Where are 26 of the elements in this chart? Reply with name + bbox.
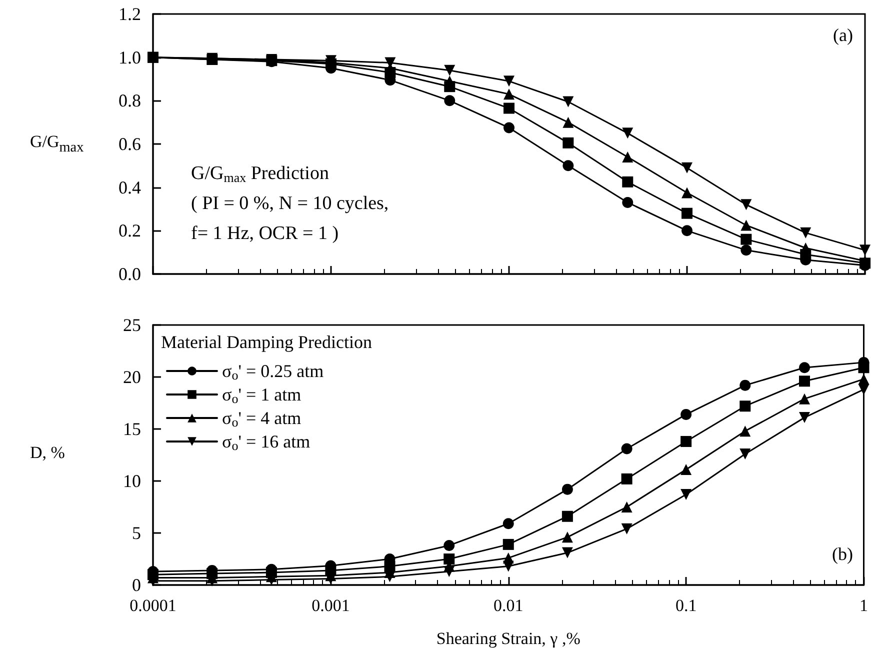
y-tick-label: 1.0: [118, 47, 141, 68]
x-tick-label: 0.1: [675, 596, 697, 615]
annotation: (a): [833, 25, 854, 45]
y-tick-label: 0.6: [118, 134, 141, 154]
annotation: f= 1 Hz, OCR = 1 ): [191, 223, 339, 244]
y-tick-label: 20: [123, 367, 141, 387]
x-tick-label: 0.01: [494, 596, 524, 615]
y-tick-label: 10: [123, 471, 141, 491]
annotation: ( PI = 0 %, N = 10 cycles,: [191, 193, 389, 214]
y-axis-title: G/G$_{max}$: [30, 132, 84, 156]
y-tick-label: 0.0: [118, 264, 141, 284]
x-tick-label: 0.001: [312, 596, 350, 615]
y-tick-label: 0.8: [118, 90, 141, 111]
y-tick-label: 0.2: [118, 220, 141, 241]
y-tick-label: 1.2: [118, 4, 141, 24]
x-axis-title: Shearing Strain, γ ,%: [436, 629, 580, 648]
y-tick-label: 0.4: [118, 177, 141, 198]
annotation: (b): [832, 544, 854, 564]
x-tick-label: 1: [860, 596, 868, 615]
x-tick-label: 0.0001: [130, 596, 176, 615]
y-tick-label: 5: [132, 523, 141, 543]
y-tick-label: 25: [123, 315, 141, 335]
y-tick-label: 0: [132, 575, 141, 595]
legend-title: Material Damping Prediction: [161, 332, 372, 352]
y-axis-title: D, %: [30, 443, 65, 463]
y-tick-label: 15: [123, 419, 141, 439]
